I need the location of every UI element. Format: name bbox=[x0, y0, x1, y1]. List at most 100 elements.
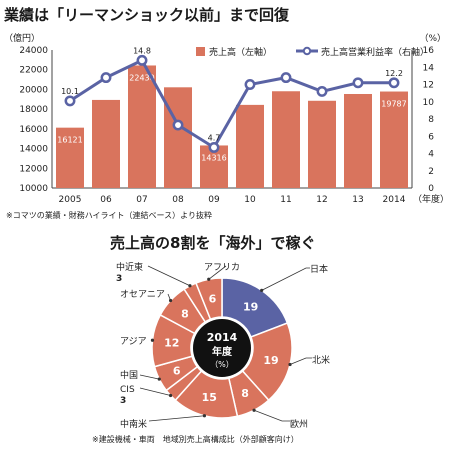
right-tick-label: 16 bbox=[423, 46, 435, 56]
region-label: 中近東 bbox=[116, 261, 143, 273]
region-label: オセアニア bbox=[120, 289, 165, 300]
line-point-margin bbox=[316, 85, 328, 97]
donut-slice-value: 6 bbox=[173, 364, 181, 377]
leader-dot bbox=[288, 362, 292, 367]
leader-dot bbox=[260, 288, 264, 292]
x-tick-label: 13 bbox=[352, 195, 363, 205]
line-point-margin bbox=[208, 142, 220, 153]
donut-slice-value: 19 bbox=[263, 354, 278, 367]
line-point-margin bbox=[172, 119, 184, 131]
donut-slice-value: 12 bbox=[164, 336, 179, 349]
leader-dot bbox=[188, 284, 192, 288]
leader-dot bbox=[252, 408, 256, 412]
donut-slice-value: 19 bbox=[243, 300, 258, 313]
region-label: 中南米 bbox=[120, 418, 147, 430]
left-tick-label: 22000 bbox=[19, 66, 48, 76]
leader-line bbox=[139, 387, 171, 396]
region-label: 欧州 bbox=[290, 418, 308, 430]
leader-line bbox=[148, 415, 205, 422]
bar-data-label: 19787 bbox=[381, 100, 406, 109]
chart-title-regions: 売上高の8割を「海外」で稼ぐ bbox=[110, 234, 316, 252]
line-data-label: 14.8 bbox=[133, 46, 151, 55]
line-point-margin bbox=[388, 77, 400, 89]
x-axis-unit: （年度） bbox=[413, 193, 449, 205]
region-label: 北米 bbox=[312, 354, 330, 366]
source-note-earnings: ※コマツの業績・財務ハイライト（連結ベース）より抜粋 bbox=[6, 211, 212, 220]
leader-line bbox=[253, 409, 290, 422]
x-tick-label: 2005 bbox=[59, 195, 82, 205]
left-tick-label: 10000 bbox=[19, 184, 48, 194]
line-data-label: 4.7 bbox=[208, 133, 221, 142]
region-value-label: 3 bbox=[116, 274, 122, 284]
x-tick-label: 11 bbox=[280, 195, 291, 205]
line-operating-margin bbox=[69, 58, 394, 150]
bar-sales bbox=[380, 91, 408, 188]
donut-slice bbox=[195, 277, 223, 321]
x-tick-label: 08 bbox=[172, 195, 184, 205]
bar-sales bbox=[128, 65, 156, 188]
legend-swatch-sales bbox=[196, 47, 205, 56]
donut-slice-value: 15 bbox=[202, 391, 217, 404]
leader-line bbox=[147, 265, 191, 287]
bar-sales bbox=[164, 87, 192, 188]
region-label: CIS bbox=[120, 385, 135, 395]
leader-dot bbox=[207, 277, 211, 281]
right-tick-label: 14 bbox=[423, 63, 435, 73]
x-tick-label: 07 bbox=[136, 195, 147, 205]
right-axis-unit: （%） bbox=[419, 33, 446, 44]
leader-dot bbox=[157, 377, 161, 381]
bar-sales bbox=[236, 104, 264, 188]
right-tick-label: 2 bbox=[428, 167, 434, 177]
line-point-margin bbox=[64, 95, 76, 107]
left-tick-label: 20000 bbox=[19, 85, 48, 95]
bar-sales bbox=[308, 100, 336, 188]
donut-slice-value: 8 bbox=[181, 308, 189, 321]
region-value-label: 3 bbox=[120, 396, 126, 406]
right-tick-label: 10 bbox=[423, 98, 435, 108]
region-label: アフリカ bbox=[204, 262, 240, 273]
left-tick-label: 16000 bbox=[19, 125, 48, 135]
legend-label-margin: 売上高営業利益率（右軸） bbox=[321, 46, 429, 58]
region-label: 日本 bbox=[310, 263, 328, 275]
leader-line bbox=[139, 374, 160, 380]
legend-marker-margin bbox=[302, 46, 312, 56]
line-point-margin bbox=[352, 77, 364, 89]
region-label: 中国 bbox=[120, 369, 138, 381]
left-axis-unit: （億円） bbox=[4, 32, 40, 44]
leader-dot bbox=[202, 414, 207, 418]
donut-center-label: 年度 bbox=[212, 345, 233, 358]
left-tick-label: 18000 bbox=[19, 105, 48, 115]
bar-sales bbox=[92, 99, 120, 188]
x-tick-label: 10 bbox=[244, 195, 256, 205]
legend-label-sales: 売上高（左軸） bbox=[209, 46, 272, 58]
x-tick-label: 06 bbox=[100, 195, 112, 205]
bar-sales bbox=[56, 127, 84, 188]
bar-data-label: 22430 bbox=[129, 73, 154, 82]
right-tick-label: 0 bbox=[428, 184, 434, 194]
donut-center-year: 2014 bbox=[207, 331, 238, 344]
line-point-margin bbox=[244, 79, 256, 90]
donut-center bbox=[193, 319, 251, 377]
leader-line bbox=[289, 357, 312, 365]
donut-slice-value: 8 bbox=[241, 387, 249, 400]
right-tick-label: 4 bbox=[428, 150, 434, 160]
left-tick-label: 12000 bbox=[19, 164, 48, 174]
line-point-margin bbox=[100, 72, 112, 84]
source-note-regions: ※建設機械・車両 地域別売上高構成比（外部顧客向け） bbox=[92, 435, 299, 444]
right-tick-label: 12 bbox=[423, 81, 434, 91]
right-tick-label: 6 bbox=[428, 132, 434, 142]
left-tick-label: 24000 bbox=[19, 46, 48, 56]
bar-sales bbox=[272, 91, 300, 188]
left-tick-label: 14000 bbox=[19, 145, 48, 155]
bar-data-label: 16121 bbox=[57, 136, 82, 145]
x-tick-label: 12 bbox=[316, 195, 327, 205]
chart-title-earnings: 業績は「リーマンショック以前」まで回復 bbox=[4, 6, 290, 24]
line-point-margin bbox=[280, 72, 292, 84]
leader-line bbox=[261, 267, 310, 291]
bar-data-label: 14316 bbox=[201, 153, 226, 162]
line-point-margin bbox=[136, 54, 148, 66]
x-tick-label: 2014 bbox=[383, 195, 406, 205]
right-tick-label: 8 bbox=[428, 115, 434, 125]
leader-dot bbox=[150, 338, 155, 342]
